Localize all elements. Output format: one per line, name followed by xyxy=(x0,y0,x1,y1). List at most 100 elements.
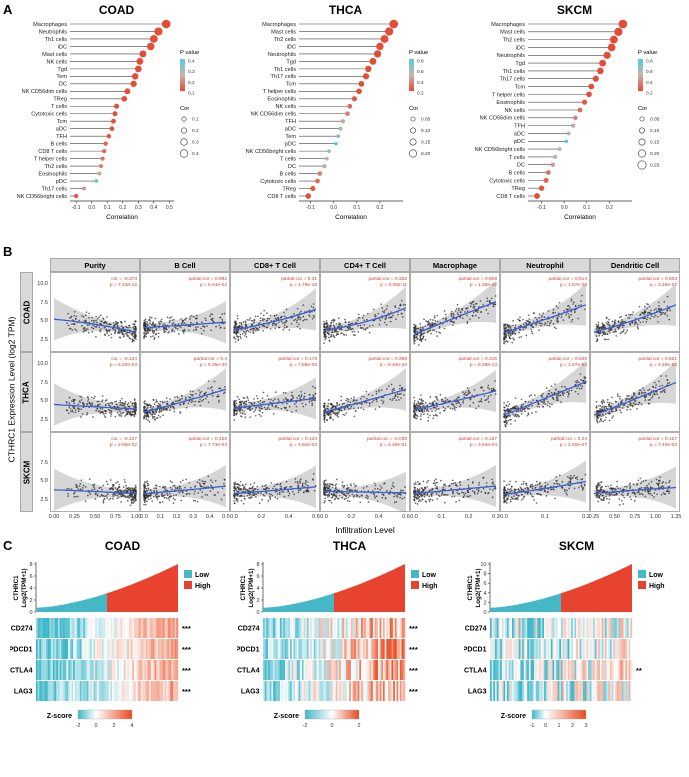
data-point xyxy=(419,328,422,330)
data-point xyxy=(520,412,523,415)
data-point xyxy=(128,494,131,497)
panel-border xyxy=(410,272,500,352)
data-point xyxy=(331,319,333,322)
data-point xyxy=(548,392,551,395)
data-point xyxy=(250,496,253,499)
data-point xyxy=(540,489,543,492)
data-point xyxy=(155,399,158,401)
data-point xyxy=(205,391,207,394)
data-point xyxy=(456,491,459,494)
data-point xyxy=(259,400,262,402)
data-point xyxy=(394,393,397,396)
data-point xyxy=(569,478,572,481)
data-point xyxy=(353,415,356,418)
data-point xyxy=(235,490,238,492)
data-point xyxy=(86,403,89,405)
data-point xyxy=(235,499,238,502)
data-point xyxy=(244,413,246,415)
data-point xyxy=(108,404,110,407)
data-point xyxy=(160,410,162,412)
data-point xyxy=(635,322,638,324)
data-point xyxy=(571,318,574,321)
data-point xyxy=(598,331,600,334)
data-point xyxy=(182,479,184,482)
data-point xyxy=(266,487,269,489)
data-point xyxy=(425,501,428,503)
cell-label: Tcm xyxy=(515,84,526,90)
data-point xyxy=(472,315,474,317)
data-point xyxy=(480,400,483,403)
data-point xyxy=(253,318,256,321)
data-point xyxy=(267,499,270,502)
data-point xyxy=(269,498,272,500)
data-point xyxy=(357,331,360,333)
data-point xyxy=(207,401,210,404)
data-point xyxy=(81,487,84,489)
data-point xyxy=(450,310,453,313)
data-point xyxy=(549,405,551,408)
data-point xyxy=(157,332,160,335)
data-point xyxy=(403,309,406,312)
data-point xyxy=(203,393,206,395)
data-point xyxy=(393,389,395,391)
data-point xyxy=(646,307,648,310)
data-point xyxy=(546,320,549,323)
data-point xyxy=(507,405,510,407)
data-point xyxy=(203,325,205,328)
data-point xyxy=(624,320,626,323)
data-point xyxy=(450,315,453,318)
data-point xyxy=(413,410,415,413)
data-point xyxy=(373,482,376,485)
data-point xyxy=(223,478,226,481)
data-point xyxy=(100,493,103,496)
column-header-dendritic-cell: Dendritic Cell xyxy=(590,258,680,272)
data-point xyxy=(149,412,152,415)
data-point xyxy=(264,408,267,411)
data-point xyxy=(337,489,340,492)
data-point xyxy=(332,335,335,337)
data-point xyxy=(581,385,584,388)
data-point xyxy=(373,495,376,497)
data-point xyxy=(188,481,191,484)
data-point xyxy=(92,416,94,418)
data-point xyxy=(75,483,77,486)
data-point xyxy=(179,411,181,414)
data-point xyxy=(324,334,327,337)
data-point xyxy=(237,409,240,411)
data-point xyxy=(532,312,535,314)
data-point xyxy=(129,337,132,340)
data-point xyxy=(127,486,130,489)
data-point xyxy=(487,395,490,398)
data-point xyxy=(327,493,330,496)
cell-label: TFH xyxy=(285,119,296,125)
data-point xyxy=(519,486,522,489)
data-point xyxy=(487,312,489,315)
data-point xyxy=(206,325,208,328)
data-point xyxy=(555,327,557,330)
annotation-cor: cor = -0.107 xyxy=(111,436,137,442)
confidence-ribbon xyxy=(54,383,136,426)
data-point xyxy=(442,400,445,402)
data-point xyxy=(506,323,509,326)
data-point xyxy=(133,339,135,342)
data-point xyxy=(89,493,92,495)
data-point xyxy=(427,479,429,482)
data-point xyxy=(420,398,423,401)
data-point xyxy=(426,494,429,496)
data-point xyxy=(666,308,669,311)
data-point xyxy=(485,309,488,311)
data-point xyxy=(324,338,326,341)
data-point xyxy=(476,488,478,491)
data-point xyxy=(307,490,310,493)
data-point xyxy=(666,295,669,298)
x-axis-tick-label: 0.6 xyxy=(402,514,410,520)
data-point xyxy=(149,494,152,497)
data-point xyxy=(402,304,405,306)
data-point xyxy=(330,496,333,499)
data-point xyxy=(467,484,470,487)
data-point xyxy=(240,322,243,324)
data-point xyxy=(522,483,525,485)
